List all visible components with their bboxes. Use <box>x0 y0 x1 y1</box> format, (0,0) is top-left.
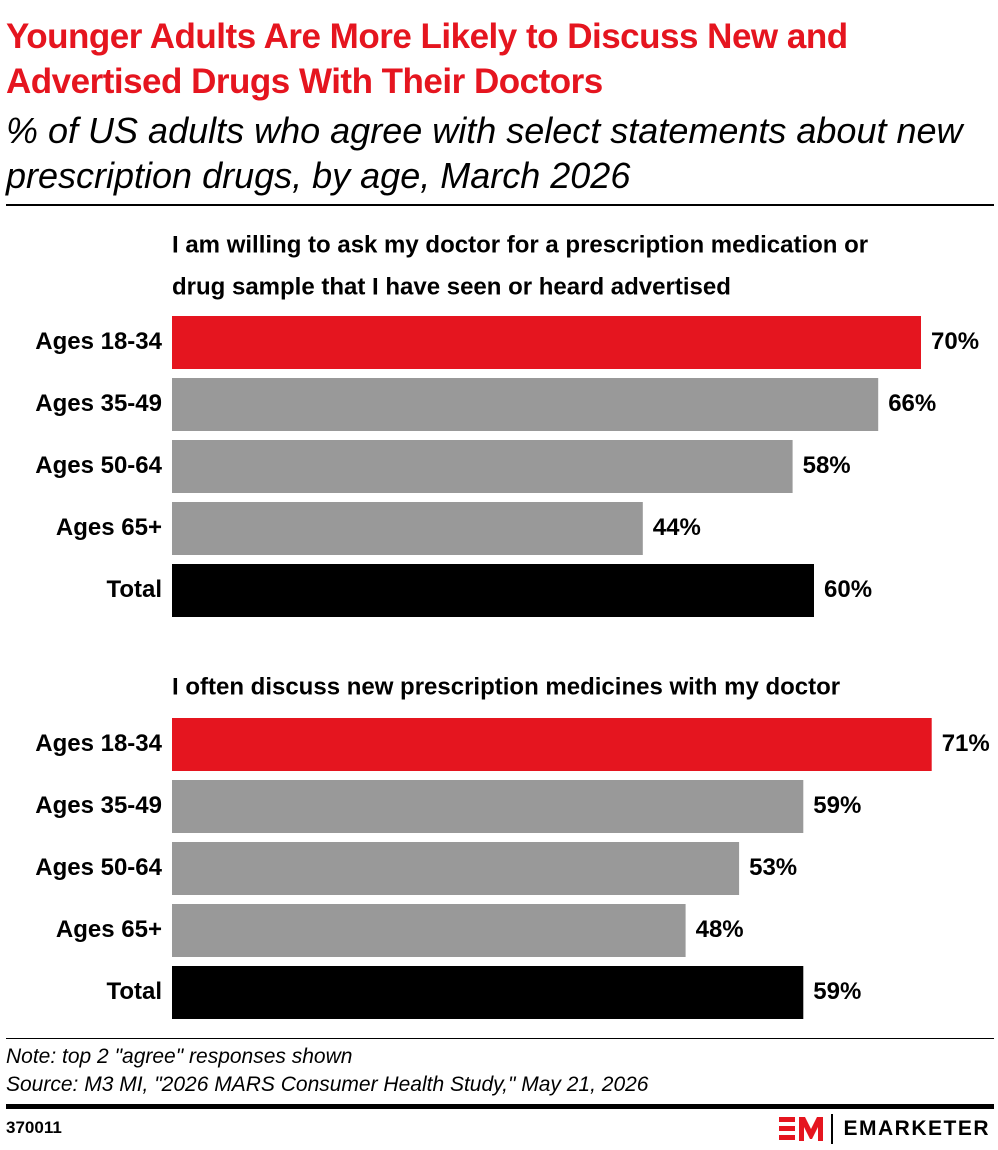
category-label: Total <box>106 576 162 603</box>
em-logo-icon <box>779 1117 824 1141</box>
chart-id: 370011 <box>6 1118 62 1137</box>
bar <box>172 378 879 431</box>
chart-title: Younger Adults Are More Likely to Discus… <box>6 17 848 101</box>
chart-1-title-line-2: drug sample that I have seen or heard ad… <box>172 273 731 300</box>
value-label: 59% <box>813 978 861 1005</box>
category-label: Ages 18-34 <box>35 328 162 355</box>
logo-divider <box>831 1114 834 1144</box>
value-label: 53% <box>749 854 797 881</box>
bar <box>172 904 686 957</box>
bar-charts: I am willing to ask my doctor for a pres… <box>35 231 990 1019</box>
bar <box>172 502 643 555</box>
chart-1: I am willing to ask my doctor for a pres… <box>35 231 979 617</box>
bar <box>172 780 804 833</box>
logo-stroke <box>779 1117 796 1122</box>
category-label: Ages 50-64 <box>35 854 162 881</box>
chart-2: I often discuss new prescription medicin… <box>35 673 990 1019</box>
header-divider <box>6 204 994 206</box>
value-label: 70% <box>931 328 979 355</box>
bar <box>172 440 793 493</box>
value-label: 44% <box>653 514 701 541</box>
logo-stroke <box>779 1135 796 1140</box>
bar <box>172 564 814 617</box>
logo-stroke <box>779 1126 796 1131</box>
chart-2-title-line-1: I often discuss new prescription medicin… <box>172 673 840 700</box>
category-label: Ages 65+ <box>56 916 162 943</box>
footnote: Note: top 2 "agree" responses shown <box>6 1045 353 1068</box>
category-label: Ages 35-49 <box>35 792 162 819</box>
value-label: 48% <box>696 916 744 943</box>
category-label: Ages 18-34 <box>35 730 162 757</box>
bar <box>172 842 740 895</box>
category-label: Ages 35-49 <box>35 390 162 417</box>
brand-name: EMARKETER <box>843 1117 990 1140</box>
category-label: Ages 50-64 <box>35 452 162 479</box>
value-label: 59% <box>813 792 861 819</box>
footer-divider <box>6 1038 994 1039</box>
category-label: Total <box>106 978 162 1005</box>
bar <box>172 966 804 1019</box>
value-label: 71% <box>942 730 990 757</box>
category-label: Ages 65+ <box>56 514 162 541</box>
brand-logo: EMARKETER <box>779 1113 990 1145</box>
chart-subtitle: % of US adults who agree with select sta… <box>6 110 963 196</box>
value-label: 58% <box>803 452 851 479</box>
logo-m <box>799 1117 824 1141</box>
chart-1-title-line-1: I am willing to ask my doctor for a pres… <box>172 231 868 258</box>
value-label: 66% <box>888 390 936 417</box>
bar <box>172 316 921 369</box>
bar <box>172 718 932 771</box>
value-label: 60% <box>824 576 872 603</box>
bottom-bar <box>6 1104 994 1109</box>
source-line: Source: M3 MI, "2026 MARS Consumer Healt… <box>6 1073 649 1096</box>
